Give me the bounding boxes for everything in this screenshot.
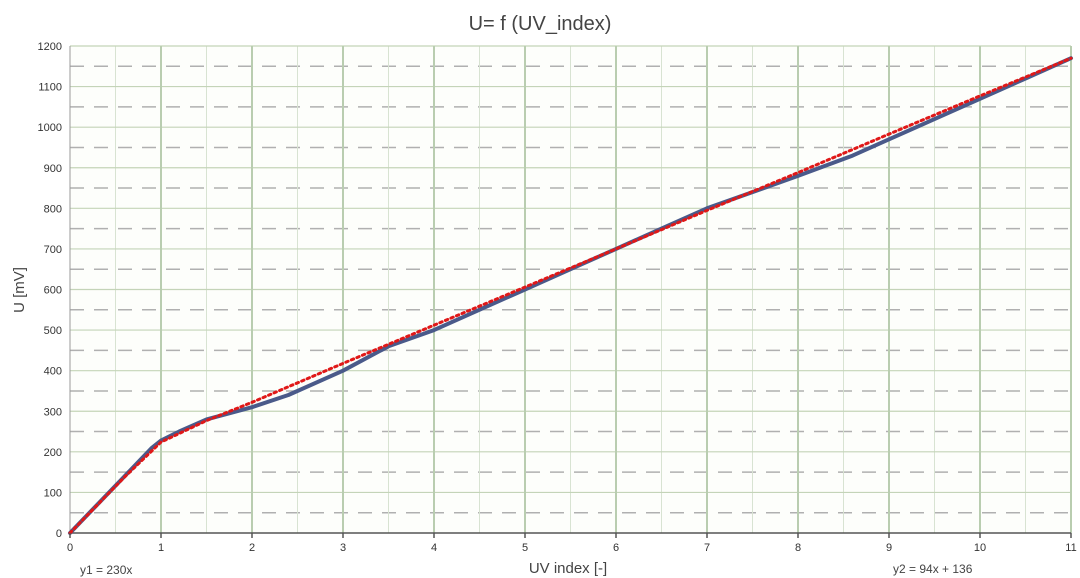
y-tick-label: 800 — [44, 203, 62, 215]
measured-data-point — [934, 118, 936, 120]
fit-data-point — [615, 248, 617, 250]
measured-series-line — [68, 56, 1073, 535]
y-tick-label: 100 — [44, 487, 62, 499]
fit-data-point — [797, 172, 799, 174]
measured-data-point — [288, 394, 290, 396]
x-tick-label: 0 — [67, 542, 73, 554]
measured-data-point — [852, 155, 854, 157]
fit-data-point — [251, 402, 253, 404]
x-tick-label: 4 — [431, 542, 437, 554]
x-tick-label: 2 — [249, 542, 255, 554]
measured-data-point — [488, 305, 490, 307]
fit-data-point — [124, 476, 126, 478]
x-tick-label: 11 — [1065, 542, 1076, 554]
fit-data-point — [979, 95, 981, 97]
x-tick-label: 9 — [886, 542, 892, 554]
x-tick-label: 3 — [340, 542, 346, 554]
measured-data-point — [151, 447, 153, 449]
axes — [69, 46, 1071, 534]
y-tick-label: 900 — [44, 163, 62, 175]
y-tick-label: 300 — [44, 406, 62, 418]
fit-data-point — [433, 324, 435, 326]
y-tick-label: 200 — [44, 447, 62, 459]
x-tick-label: 7 — [704, 542, 710, 554]
y-axis-title: U [mV] — [11, 267, 28, 313]
x-tick-label: 5 — [522, 542, 528, 554]
x-tick-label: 10 — [974, 542, 986, 554]
series-layer — [68, 56, 1073, 535]
measured-data-point — [251, 406, 253, 408]
y-tick-labels: 0 100 200 300 400 500 600 700 800 900 1000 1100 1200 — [38, 41, 62, 540]
measured-data-point — [979, 98, 981, 100]
fit-data-point — [524, 286, 526, 288]
equation-label-y1: y1 = 230x — [80, 563, 132, 577]
y-tick-label: 500 — [44, 325, 62, 337]
y-tick-label: 1200 — [38, 41, 62, 53]
x-tick-labels: 0 1 2 3 4 5 6 7 8 9 10 11 — [67, 533, 1077, 554]
fit-data-point — [97, 504, 99, 506]
measured-data-point — [888, 139, 890, 141]
x-tick-label: 1 — [158, 542, 164, 554]
y-tick-label: 700 — [44, 244, 62, 256]
measured-data-point — [433, 329, 435, 331]
major-gridlines — [70, 45, 1072, 533]
fit-series-line — [68, 56, 1073, 535]
chart-title: U= f (UV_index) — [469, 13, 612, 35]
x-tick-label: 8 — [795, 542, 801, 554]
fit-data-point — [888, 133, 890, 135]
y-tick-label: 1000 — [38, 122, 62, 134]
x-tick-label: 6 — [613, 542, 619, 554]
measured-data-point — [342, 370, 344, 372]
y-tick-label: 600 — [44, 285, 62, 297]
y-tick-label: 0 — [56, 528, 62, 540]
measured-data-point — [797, 175, 799, 177]
y-tick-label: 400 — [44, 366, 62, 378]
fit-data-point — [160, 441, 162, 443]
fit-data-point — [206, 420, 208, 422]
fit-data-point — [1070, 57, 1072, 59]
y-tick-label: 1100 — [38, 82, 62, 94]
x-axis-title: UV index [-] — [529, 560, 607, 577]
equation-label-y2: y2 = 94x + 136 — [893, 562, 973, 576]
fit-data-point — [342, 363, 344, 365]
fit-data-point — [706, 210, 708, 212]
